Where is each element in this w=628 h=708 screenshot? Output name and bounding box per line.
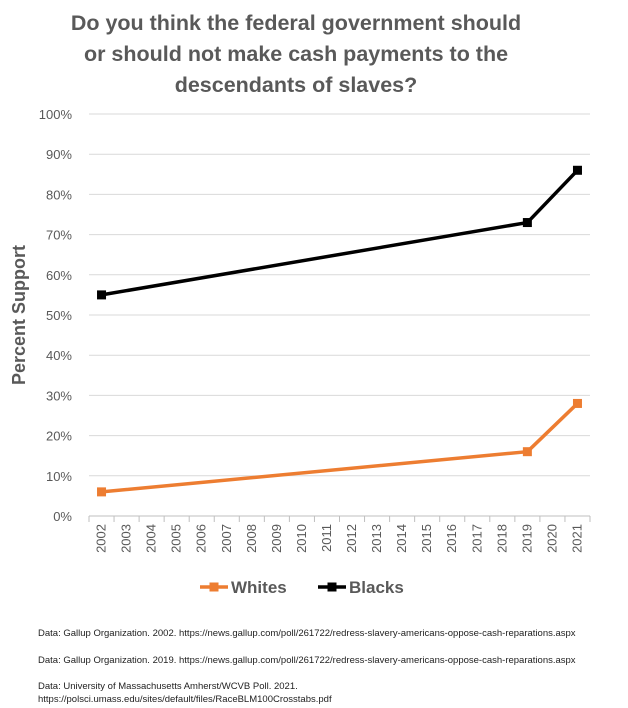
- chart-title-line-3: descendants of slaves?: [174, 73, 418, 97]
- series-lines: [97, 165, 582, 497]
- y-axis-tick-labels: 0% 10% 20% 30% 40% 50% 60% 70% 80% 90% 100%: [39, 107, 73, 524]
- x-tick-label: 2005: [169, 524, 184, 553]
- chart-title: Do you think the federal government shou…: [0, 8, 592, 101]
- data-point-whites-2002: [97, 487, 107, 497]
- x-tick-label: 2002: [94, 524, 109, 553]
- x-tick-label: 2004: [144, 524, 159, 553]
- legend-label-blacks: Blacks: [349, 578, 404, 597]
- x-tick-label: 2008: [244, 524, 259, 553]
- x-tick-label: 2021: [569, 524, 584, 553]
- source-note-2: Data: Gallup Organization. 2019. https:/…: [38, 655, 576, 666]
- data-point-whites-2021: [572, 398, 582, 408]
- y-tick-label: 0%: [53, 509, 72, 524]
- x-tick-label: 2014: [394, 524, 409, 553]
- data-point-blacks-2002: [97, 290, 107, 300]
- x-tick-label: 2015: [419, 524, 434, 553]
- y-tick-label: 90%: [46, 147, 72, 162]
- series-line-whites: [101, 402, 579, 494]
- y-tick-label: 10%: [46, 469, 72, 484]
- x-tick-label: 2013: [369, 524, 384, 553]
- data-point-whites-2019: [522, 447, 532, 457]
- source-note-4: https://polsci.umass.edu/sites/default/f…: [38, 694, 332, 705]
- x-tick-label: 2020: [544, 524, 559, 553]
- x-axis: [88, 515, 591, 522]
- legend-label-whites: Whites: [231, 578, 287, 597]
- source-note-3: Data: University of Massachusetts Amhers…: [38, 681, 298, 692]
- x-tick-label: 2007: [219, 524, 234, 553]
- y-tick-label: 30%: [46, 388, 72, 403]
- y-tick-label: 50%: [46, 308, 72, 323]
- x-axis-tick-labels: 2002 2003 2004 2005 2006 2007 2008 2009 2010 2011…: [94, 524, 585, 553]
- x-tick-label: 2018: [494, 524, 509, 553]
- data-point-blacks-2019: [522, 218, 532, 228]
- gridlines: [89, 113, 590, 477]
- y-tick-label: 60%: [46, 268, 72, 283]
- chart-title-line-2: or should not make cash payments to the: [83, 42, 509, 66]
- chart-title-line-1: Do you think the federal government shou…: [70, 11, 522, 35]
- x-tick-label: 2012: [344, 524, 359, 553]
- y-tick-label: 20%: [46, 429, 72, 444]
- y-tick-label: 100%: [39, 107, 73, 122]
- series-line-blacks: [101, 169, 579, 297]
- legend-marker-whites: [209, 582, 219, 592]
- x-tick-label: 2011: [319, 524, 334, 552]
- y-axis-label: Percent Support: [9, 245, 29, 385]
- line-chart: 0%10%20%30%40%50%60%70%80%90%100% 2002 20…: [9, 107, 591, 597]
- x-tick-label: 2019: [519, 524, 534, 553]
- legend: Whites Blacks: [200, 578, 404, 597]
- x-tick-label: 2006: [194, 524, 209, 553]
- legend-marker-blacks: [327, 582, 337, 592]
- x-tick-label: 2003: [119, 524, 134, 553]
- x-tick-label: 2010: [294, 524, 309, 553]
- x-tick-label: 2017: [469, 524, 484, 553]
- data-point-blacks-2021: [572, 165, 582, 175]
- x-tick-label: 2009: [269, 524, 284, 553]
- y-tick-label: 40%: [46, 348, 72, 363]
- x-tick-label: 2016: [444, 524, 459, 553]
- y-tick-label: 70%: [46, 228, 72, 243]
- source-note-1: Data: Gallup Organization. 2002. https:/…: [38, 628, 576, 639]
- y-tick-label: 80%: [46, 187, 72, 202]
